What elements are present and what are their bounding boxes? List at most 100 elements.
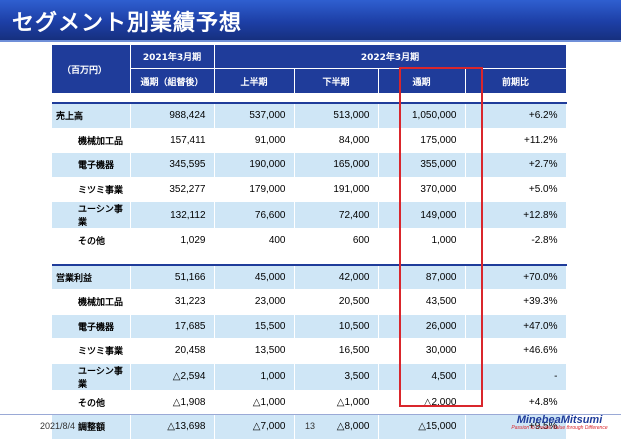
value-cell: 84,000: [294, 128, 379, 153]
unit-header: （百万円）: [52, 45, 131, 94]
row-label: ユーシン事業: [52, 201, 131, 229]
value-cell: 400: [214, 228, 295, 254]
value-cell: 165,000: [294, 152, 379, 178]
value-cell: 43,500: [378, 289, 466, 315]
spacer-cell: [294, 93, 379, 104]
row-label: 電子機器: [52, 152, 131, 178]
spacer-row: [52, 93, 567, 104]
value-cell: 23,000: [214, 289, 295, 315]
value-cell: 26,000: [378, 314, 466, 339]
table-row: ユーシン事業 132,112 76,600 72,400 149,000 +12.8%: [52, 201, 567, 229]
spacer-cell: [378, 253, 466, 266]
row-label: その他: [52, 390, 131, 415]
logo-tagline: Passion to Create Value through Differen…: [511, 425, 608, 431]
value-cell: 20,458: [130, 338, 215, 364]
spacer-cell: [465, 93, 567, 104]
row-label: ミツミ事業: [52, 338, 131, 364]
value-cell: 537,000: [214, 103, 295, 129]
value-cell: 15,500: [214, 314, 295, 339]
value-cell: 1,000: [214, 363, 295, 391]
company-logo: MinebeaMitsumi Passion to Create Value t…: [502, 414, 617, 431]
table-row: 調整額 △13,698 △7,000 △8,000 △15,000 +9.5%: [52, 414, 567, 440]
row-label: 機械加工品: [52, 128, 131, 153]
actual-header: 通期（組替後）: [130, 68, 215, 94]
value-cell: +12.8%: [465, 201, 567, 229]
row-label: ミツミ事業: [52, 177, 131, 202]
value-cell: △7,000: [214, 414, 295, 440]
value-cell: 1,000: [378, 228, 466, 254]
value-cell: 4,500: [378, 363, 466, 391]
value-cell: 149,000: [378, 201, 466, 229]
table-row: ミツミ事業 20,458 13,500 16,500 30,000 +46.6%: [52, 338, 567, 364]
value-cell: 132,112: [130, 201, 215, 229]
yoy-header: 前期比: [465, 68, 567, 94]
value-cell: +47.0%: [465, 314, 567, 339]
value-cell: 190,000: [214, 152, 295, 178]
value-cell: △15,000: [378, 414, 466, 440]
value-cell: 1,029: [130, 228, 215, 254]
value-cell: 31,223: [130, 289, 215, 315]
value-cell: 191,000: [294, 177, 379, 202]
value-cell: △13,698: [130, 414, 215, 440]
h1-header: 上半期: [214, 68, 295, 94]
value-cell: 600: [294, 228, 379, 254]
segment-forecast-table: （百万円） 2021年3月期 2022年3月期 通期（組替後） 上半期 下半期 …: [52, 45, 567, 440]
value-cell: +39.3%: [465, 289, 567, 315]
value-cell: 10,500: [294, 314, 379, 339]
value-cell: △2,000: [378, 390, 466, 415]
value-cell: 370,000: [378, 177, 466, 202]
value-cell: 157,411: [130, 128, 215, 153]
value-cell: 175,000: [378, 128, 466, 153]
value-cell: 51,166: [130, 264, 215, 290]
value-cell: 179,000: [214, 177, 295, 202]
title-divider: [0, 40, 621, 42]
value-cell: 87,000: [378, 264, 466, 290]
fy2021-header: 2021年3月期: [130, 45, 215, 69]
value-cell: +2.7%: [465, 152, 567, 178]
value-cell: △1,908: [130, 390, 215, 415]
value-cell: +70.0%: [465, 264, 567, 290]
title-bar: セグメント別業績予想: [0, 0, 621, 40]
value-cell: +4.8%: [465, 390, 567, 415]
value-cell: 30,000: [378, 338, 466, 364]
table-row: 機械加工品 157,411 91,000 84,000 175,000 +11.2%: [52, 128, 567, 153]
row-label: その他: [52, 228, 131, 254]
row-label: 電子機器: [52, 314, 131, 339]
value-cell: 3,500: [294, 363, 379, 391]
fy2022-header: 2022年3月期: [214, 45, 567, 69]
value-cell: 20,500: [294, 289, 379, 315]
value-cell: 513,000: [294, 103, 379, 129]
table-row: ユーシン事業 △2,594 1,000 3,500 4,500-: [52, 363, 567, 391]
table-row: ミツミ事業 352,277 179,000 191,000 370,000 +5.0%: [52, 177, 567, 202]
value-cell: 13,500: [214, 338, 295, 364]
value-cell: 352,277: [130, 177, 215, 202]
spacer-cell: [378, 93, 466, 104]
spacer-cell: [465, 253, 567, 266]
table-row: 営業利益 51,166 45,000 42,000 87,000 +70.0%: [52, 264, 567, 290]
spacer-row: [52, 253, 567, 266]
spacer-cell: [130, 253, 215, 266]
value-cell: 42,000: [294, 264, 379, 290]
spacer-cell: [130, 93, 215, 104]
row-label: 調整額: [52, 414, 131, 440]
value-cell: 988,424: [130, 103, 215, 129]
value-cell: 91,000: [214, 128, 295, 153]
h2-header: 下半期: [294, 68, 379, 94]
value-cell: △1,000: [294, 390, 379, 415]
value-cell: +9.5%: [465, 414, 567, 440]
value-cell: 16,500: [294, 338, 379, 364]
value-cell: 76,600: [214, 201, 295, 229]
value-cell: 17,685: [130, 314, 215, 339]
table-row: 機械加工品 31,223 23,000 20,500 43,500 +39.3%: [52, 289, 567, 315]
header-row-2: 通期（組替後） 上半期 下半期 通期 前期比: [52, 68, 567, 94]
value-cell: 345,595: [130, 152, 215, 178]
table-body: 売上高 988,424 537,000 513,000 1,050,000 +6.2% 機械…: [52, 93, 567, 440]
value-cell: 72,400: [294, 201, 379, 229]
table-row: 電子機器 345,595 190,000 165,000 355,000 +2.7%: [52, 152, 567, 178]
value-cell: -: [465, 363, 567, 391]
table-row: その他 △1,908 △1,000 △1,000 △2,000 +4.8%: [52, 390, 567, 415]
table-row: 電子機器 17,685 15,500 10,500 26,000 +47.0%: [52, 314, 567, 339]
value-cell: △2,594: [130, 363, 215, 391]
row-label: 営業利益: [52, 264, 131, 290]
value-cell: +11.2%: [465, 128, 567, 153]
